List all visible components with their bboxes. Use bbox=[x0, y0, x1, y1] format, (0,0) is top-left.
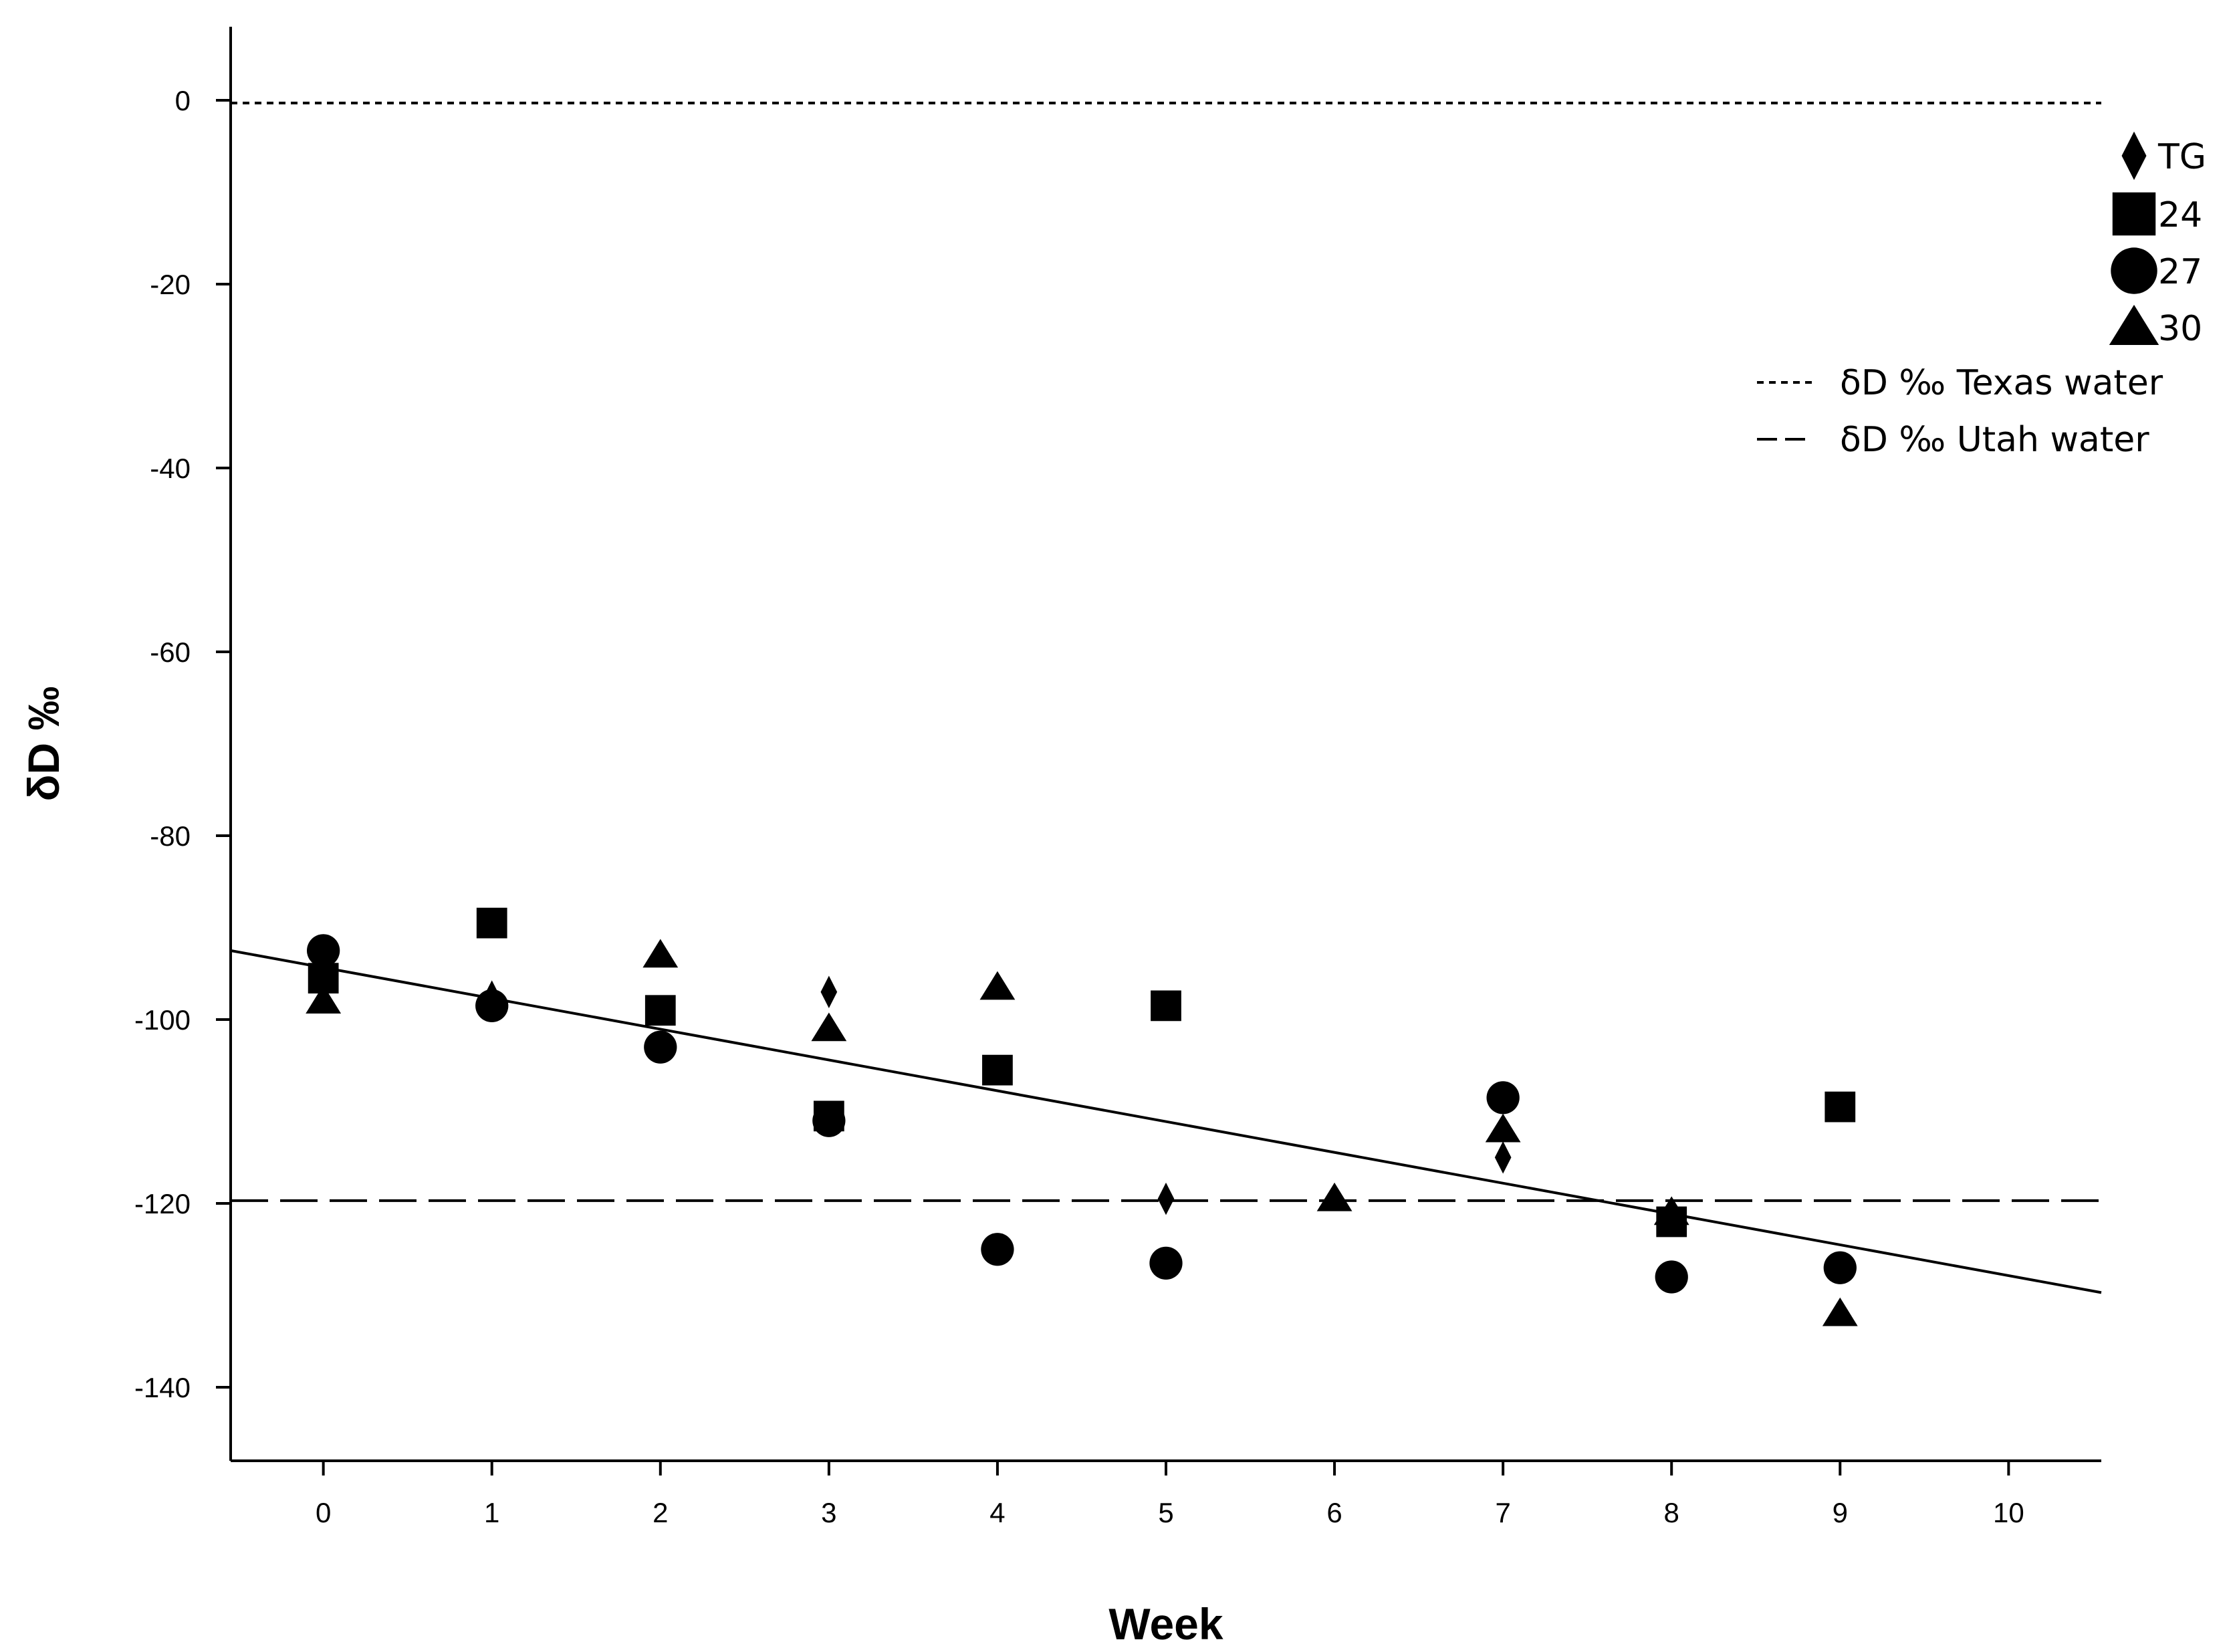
x-tick-label: 1 bbox=[484, 1497, 499, 1528]
point-square-24 bbox=[1151, 990, 1181, 1022]
y-tick-label: -60 bbox=[150, 636, 191, 668]
y-tick-label: -40 bbox=[150, 453, 191, 484]
x-tick-label: 6 bbox=[1326, 1497, 1342, 1528]
x-tick-label: 9 bbox=[1833, 1497, 1848, 1528]
point-triangle-30 bbox=[306, 985, 342, 1014]
x-tick-label: 2 bbox=[653, 1497, 668, 1528]
legend-label: 24 bbox=[2158, 195, 2202, 235]
legend: TG 24 27 30 δD ‰ Texas water δD ‰ Utah water bbox=[1757, 131, 2206, 460]
x-tick-label: 3 bbox=[821, 1497, 836, 1528]
legend-circle-marker bbox=[2111, 247, 2157, 294]
y-axis-title: δD ‰ bbox=[19, 686, 68, 801]
point-circle-27 bbox=[475, 989, 509, 1023]
point-diamond-TG bbox=[820, 975, 838, 1008]
point-triangle-30 bbox=[642, 939, 679, 968]
legend-label: TG bbox=[2157, 137, 2206, 177]
legend-square-marker bbox=[2112, 192, 2156, 236]
regression-trend-line bbox=[230, 949, 2102, 1294]
x-tick-label: 7 bbox=[1495, 1497, 1510, 1528]
point-diamond-TG bbox=[1494, 1141, 1512, 1174]
reference-lines bbox=[231, 102, 2101, 1202]
legend-label: 30 bbox=[2158, 309, 2202, 349]
point-circle-27 bbox=[981, 1233, 1014, 1266]
point-triangle-30 bbox=[1316, 1182, 1352, 1211]
x-tick-label: 10 bbox=[1993, 1497, 2024, 1528]
y-tick-label: -20 bbox=[150, 269, 191, 300]
point-diamond-TG bbox=[1157, 1182, 1175, 1215]
point-triangle-30 bbox=[811, 1012, 847, 1042]
point-circle-27 bbox=[1486, 1081, 1520, 1114]
trend-line-group bbox=[230, 949, 2102, 1294]
point-square-24 bbox=[644, 995, 676, 1026]
x-axis-title: Week bbox=[1108, 1599, 1223, 1649]
x-tick-label: 4 bbox=[989, 1497, 1005, 1528]
point-circle-27 bbox=[812, 1104, 846, 1137]
point-square-24 bbox=[1825, 1091, 1856, 1123]
point-square-24 bbox=[476, 907, 507, 939]
y-tick-label: -140 bbox=[134, 1372, 191, 1403]
point-circle-27 bbox=[1655, 1260, 1688, 1294]
legend-label: δD ‰ Utah water bbox=[1840, 420, 2149, 460]
point-circle-27 bbox=[644, 1030, 677, 1064]
data-points bbox=[306, 907, 1858, 1326]
y-tick-label: -80 bbox=[150, 820, 191, 852]
point-triangle-30 bbox=[1485, 1113, 1521, 1143]
x-tick-label: 5 bbox=[1158, 1497, 1173, 1528]
x-tick-label: 8 bbox=[1664, 1497, 1679, 1528]
x-tick-label: 0 bbox=[316, 1497, 331, 1528]
legend-triangle-marker bbox=[2109, 304, 2159, 346]
y-tick-label: -100 bbox=[134, 1004, 191, 1036]
legend-diamond-marker bbox=[2121, 131, 2147, 181]
point-triangle-30 bbox=[979, 971, 1016, 1000]
point-circle-27 bbox=[1149, 1246, 1183, 1280]
legend-label: 27 bbox=[2158, 252, 2202, 292]
axes: 0 -20 -40 -60 -80 -100 -120 -140 0 1 2 3 4 5 6 7 8 9 10 bbox=[134, 27, 2101, 1528]
point-square-24 bbox=[982, 1054, 1013, 1086]
point-triangle-30 bbox=[1653, 1196, 1689, 1225]
point-circle-27 bbox=[306, 934, 340, 967]
point-circle-27 bbox=[1823, 1251, 1857, 1284]
point-triangle-30 bbox=[1822, 1297, 1858, 1326]
y-tick-label: 0 bbox=[175, 85, 191, 116]
y-tick-label: -120 bbox=[134, 1188, 191, 1219]
legend-label: δD ‰ Texas water bbox=[1840, 363, 2163, 403]
